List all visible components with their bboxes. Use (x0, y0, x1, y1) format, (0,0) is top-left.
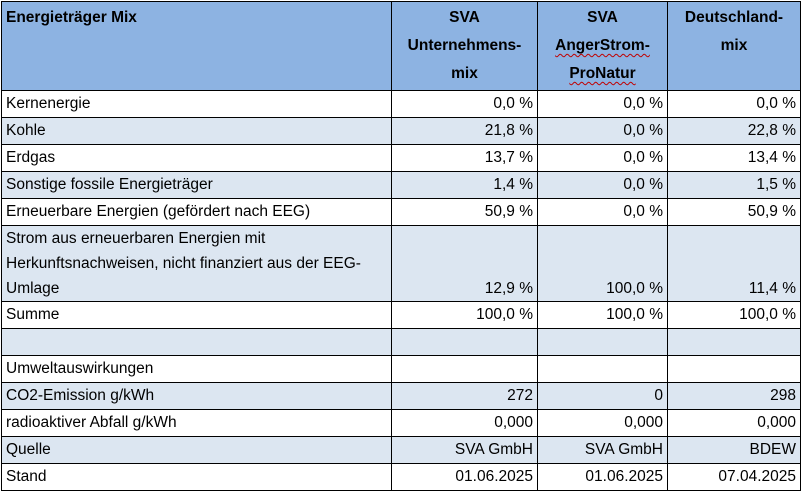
header-deutschlandmix: Deutschland- mix (667, 1, 801, 91)
cell-sva-angerstrom-pronatur: 0 (537, 382, 668, 410)
cell-sva-angerstrom-pronatur (537, 355, 668, 383)
cell-sva-angerstrom-pronatur: 100,0 % (537, 301, 668, 329)
cell-deutschlandmix (667, 328, 801, 356)
table-row: Kernenergie 0,0 % 0,0 % 0,0 % (1, 90, 801, 118)
cell-deutschlandmix: 100,0 % (667, 301, 801, 329)
table-row: Summe 100,0 % 100,0 % 100,0 % (1, 301, 801, 329)
table-row: radioaktiver Abfall g/kWh 0,000 0,000 0,000 (1, 409, 801, 437)
cell-deutschlandmix: 13,4 % (667, 144, 801, 172)
table-row: Erneuerbare Energien (gefördert nach EEG… (1, 198, 801, 226)
table-row: Quelle SVA GmbH SVA GmbH BDEW (1, 436, 801, 464)
cell-sva-angerstrom-pronatur (537, 328, 668, 356)
row-label: Erneuerbare Energien (gefördert nach EEG… (1, 198, 392, 226)
header-col1-line2: Unternehmens- (407, 37, 522, 54)
cell-deutschlandmix: 50,9 % (667, 198, 801, 226)
table-row: CO2-Emission g/kWh 272 0 298 (1, 382, 801, 410)
row-label: Kohle (1, 117, 392, 145)
energy-mix-table: Energieträger Mix SVA Unternehmens- mix … (1, 1, 801, 491)
cell-sva-unternehmensmix: 12,9 % (391, 225, 538, 302)
header-col2-line2: AngerStrom- (555, 37, 650, 54)
row-label: Strom aus erneuerbaren Energien mit Herk… (1, 225, 392, 302)
header-col3-line1: Deutschland- (684, 9, 784, 26)
cell-sva-angerstrom-pronatur: 0,0 % (537, 198, 668, 226)
cell-deutschlandmix: 22,8 % (667, 117, 801, 145)
cell-sva-unternehmensmix: 272 (391, 382, 538, 410)
cell-sva-angerstrom-pronatur: SVA GmbH (537, 436, 668, 464)
cell-sva-unternehmensmix: 100,0 % (391, 301, 538, 329)
header-col1-line3: mix (451, 65, 478, 82)
table-row: Sonstige fossile Energieträger 1,4 % 0,0 %… (1, 171, 801, 199)
cell-sva-angerstrom-pronatur: 0,0 % (537, 171, 668, 199)
header-sva-unternehmensmix: SVA Unternehmens- mix (391, 1, 538, 91)
cell-sva-unternehmensmix (391, 355, 538, 383)
header-sva-angerstrom-pronatur: SVA AngerStrom- ProNatur (537, 1, 668, 91)
cell-sva-unternehmensmix: 01.06.2025 (391, 463, 538, 491)
header-label: Energieträger Mix (1, 1, 392, 91)
cell-sva-unternehmensmix: 50,9 % (391, 198, 538, 226)
row-label: Sonstige fossile Energieträger (1, 171, 392, 199)
header-col3-line2: mix (720, 37, 748, 54)
row-label: radioaktiver Abfall g/kWh (1, 409, 392, 437)
cell-sva-unternehmensmix: 0,000 (391, 409, 538, 437)
cell-sva-unternehmensmix: SVA GmbH (391, 436, 538, 464)
cell-deutschlandmix: 11,4 % (667, 225, 801, 302)
row-label: Kernenergie (1, 90, 392, 118)
row-label (1, 328, 392, 356)
cell-sva-unternehmensmix: 1,4 % (391, 171, 538, 199)
table-row: Stand 01.06.2025 01.06.2025 07.04.2025 (1, 463, 801, 491)
row-label: Stand (1, 463, 392, 491)
table-row: Kohle 21,8 % 0,0 % 22,8 % (1, 117, 801, 145)
cell-deutschlandmix: 0,000 (667, 409, 801, 437)
cell-sva-unternehmensmix: 13,7 % (391, 144, 538, 172)
table-row (1, 328, 801, 356)
cell-sva-angerstrom-pronatur: 0,0 % (537, 117, 668, 145)
row-label: Summe (1, 301, 392, 329)
header-col2-line1: SVA (587, 9, 618, 26)
cell-sva-unternehmensmix (391, 328, 538, 356)
cell-sva-angerstrom-pronatur: 0,0 % (537, 144, 668, 172)
table-row: Erdgas 13,7 % 0,0 % 13,4 % (1, 144, 801, 172)
cell-sva-angerstrom-pronatur: 0,000 (537, 409, 668, 437)
cell-deutschlandmix: 0,0 % (667, 90, 801, 118)
row-label: Quelle (1, 436, 392, 464)
cell-deutschlandmix: 07.04.2025 (667, 463, 801, 491)
table-row: Strom aus erneuerbaren Energien mit Herk… (1, 225, 801, 302)
header-col2-line3: ProNatur (569, 65, 636, 82)
cell-sva-angerstrom-pronatur: 100,0 % (537, 225, 668, 302)
cell-deutschlandmix: BDEW (667, 436, 801, 464)
cell-sva-unternehmensmix: 21,8 % (391, 117, 538, 145)
row-label: CO2-Emission g/kWh (1, 382, 392, 410)
header-col1-line1: SVA (449, 9, 480, 26)
cell-deutschlandmix (667, 355, 801, 383)
row-label: Erdgas (1, 144, 392, 172)
table-header-row: Energieträger Mix SVA Unternehmens- mix … (1, 1, 801, 91)
cell-sva-angerstrom-pronatur: 0,0 % (537, 90, 668, 118)
table-row: Umweltauswirkungen (1, 355, 801, 383)
cell-deutschlandmix: 1,5 % (667, 171, 801, 199)
cell-deutschlandmix: 298 (667, 382, 801, 410)
cell-sva-unternehmensmix: 0,0 % (391, 90, 538, 118)
row-label: Umweltauswirkungen (1, 355, 392, 383)
cell-sva-angerstrom-pronatur: 01.06.2025 (537, 463, 668, 491)
